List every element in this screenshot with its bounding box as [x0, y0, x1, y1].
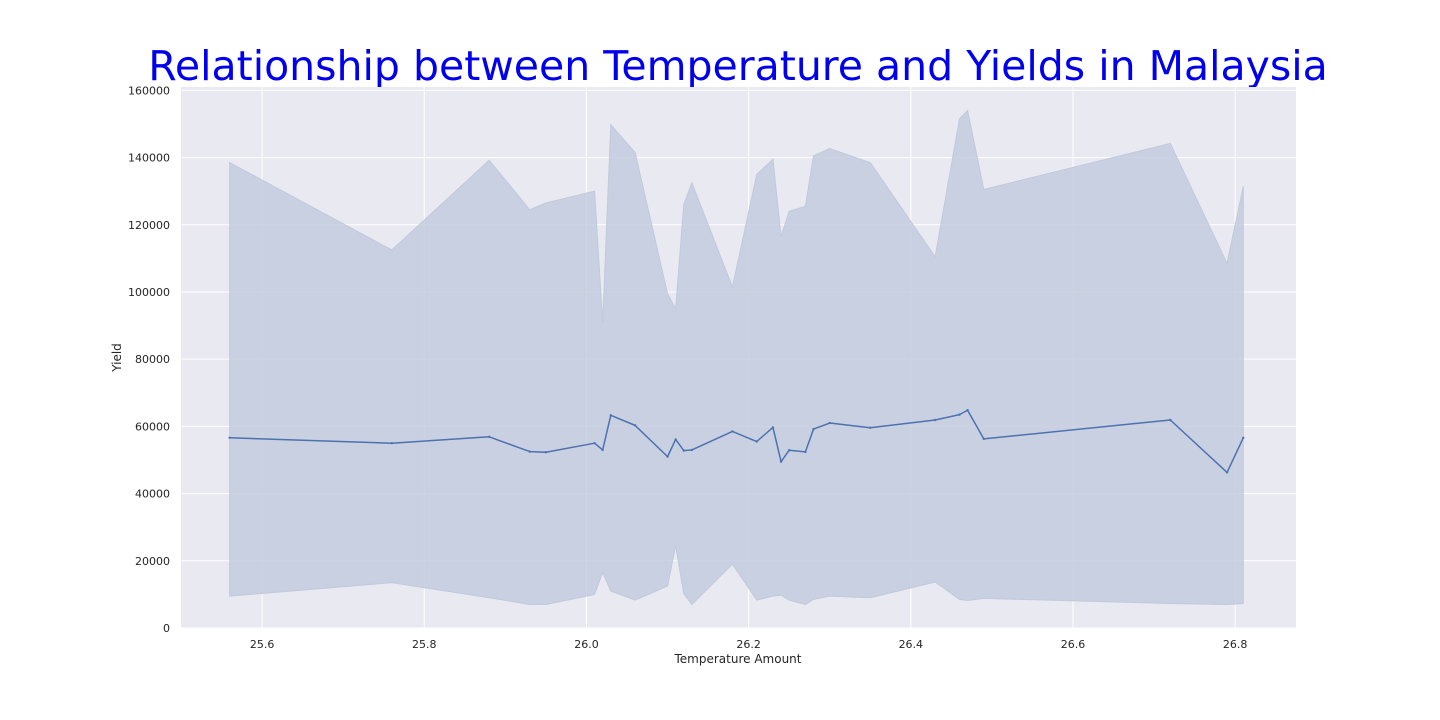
y-tick-label: 140000	[128, 152, 170, 165]
data-point	[690, 448, 694, 452]
data-point	[787, 449, 791, 452]
data-point	[779, 460, 783, 463]
chart-title: Relationship between Temperature and Yie…	[148, 42, 1328, 90]
data-point	[869, 426, 872, 429]
x-tick-label: 26.8	[1223, 638, 1248, 651]
data-point	[982, 437, 985, 441]
y-tick-label: 160000	[128, 84, 170, 97]
data-point	[544, 451, 548, 454]
data-point	[804, 450, 807, 454]
y-tick-label: 80000	[135, 353, 170, 366]
data-point	[593, 441, 596, 445]
x-tick-label: 25.6	[250, 638, 275, 651]
data-point	[674, 438, 677, 441]
x-tick-label: 26.2	[736, 638, 761, 651]
y-tick-labels: 0 20000 40000 60000 80000 100000 120000 140000 1…	[128, 84, 170, 635]
data-point	[1242, 436, 1245, 440]
x-tick-label: 26.4	[899, 638, 924, 651]
confidence-band	[229, 109, 1244, 606]
data-point	[390, 441, 394, 445]
data-point	[682, 449, 685, 452]
x-axis-label: Temperature Amount	[674, 652, 802, 666]
y-tick-label: 60000	[135, 420, 170, 433]
x-tick-labels: 25.6 25.8 26.0 26.2 26.4 26.6 26.8	[250, 638, 1248, 651]
data-point	[609, 414, 612, 417]
y-tick-label: 40000	[135, 488, 170, 501]
data-point	[1169, 418, 1172, 422]
data-point	[487, 435, 491, 439]
x-tick-label: 25.8	[412, 638, 437, 651]
data-point	[966, 409, 969, 412]
data-point	[601, 448, 604, 452]
data-points	[228, 409, 1245, 474]
data-point	[828, 421, 831, 425]
data-point	[958, 413, 961, 416]
data-point	[528, 450, 531, 453]
data-point	[228, 436, 231, 440]
data-point	[755, 440, 758, 443]
y-tick-label: 100000	[128, 286, 170, 299]
data-point	[812, 427, 815, 431]
y-tick-label: 0	[163, 622, 170, 635]
data-point	[666, 455, 669, 458]
data-point	[933, 418, 937, 422]
y-tick-label: 120000	[128, 219, 170, 232]
x-tick-label: 26.6	[1061, 638, 1086, 651]
data-point	[1225, 471, 1229, 474]
data-point	[731, 430, 734, 433]
data-point	[633, 424, 637, 427]
x-tick-label: 26.0	[574, 638, 599, 651]
y-tick-label: 20000	[135, 555, 170, 568]
data-point	[771, 426, 775, 429]
y-axis-label: Yield	[110, 343, 124, 373]
